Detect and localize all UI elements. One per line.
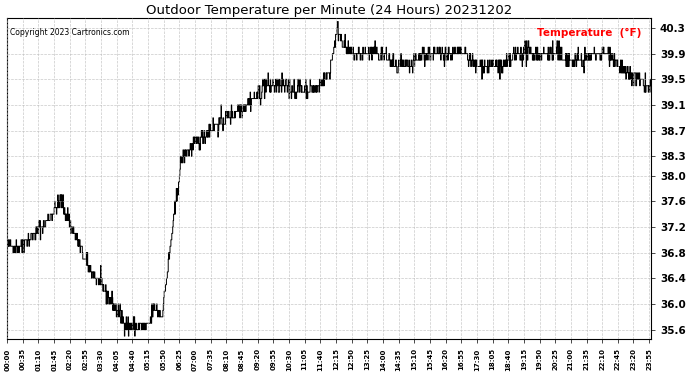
Text: Copyright 2023 Cartronics.com: Copyright 2023 Cartronics.com: [10, 28, 130, 37]
Text: Temperature  (°F): Temperature (°F): [537, 28, 641, 38]
Title: Outdoor Temperature per Minute (24 Hours) 20231202: Outdoor Temperature per Minute (24 Hours…: [146, 4, 512, 17]
